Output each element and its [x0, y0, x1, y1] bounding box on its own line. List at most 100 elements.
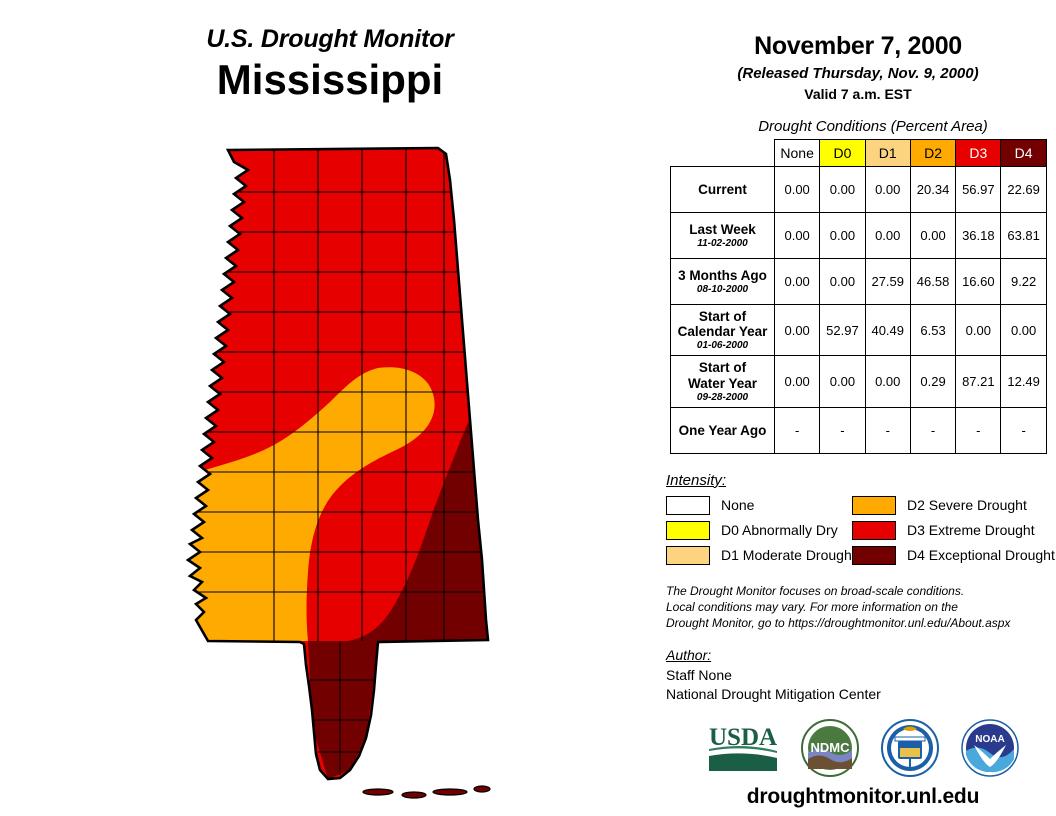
legend-label: D0 Abnormally Dry	[721, 522, 838, 539]
legend-item: D2 Severe Drought	[852, 495, 1052, 515]
cell-d2: -	[909, 406, 957, 454]
cell-d2: 0.29	[909, 355, 957, 408]
cell-d1: 0.00	[864, 355, 911, 408]
right-panel: November 7, 2000 (Released Thursday, Nov…	[660, 0, 1056, 816]
mississippi-map-svg[interactable]	[78, 120, 658, 800]
release-date: (Released Thursday, Nov. 9, 2000)	[737, 65, 979, 82]
svg-text:NDMC: NDMC	[811, 740, 851, 755]
cell-none: 0.00	[773, 258, 821, 305]
disclaimer-text: The Drought Monitor focuses on broad-sca…	[666, 583, 1056, 632]
table-header-d1: D1	[864, 139, 911, 167]
cell-d0: -	[819, 406, 866, 454]
table-row: Start of Calendar Year 01-06-2000 0.00 52.97…	[670, 303, 1047, 357]
table-body: Current 0.00 0.00 0.00 20.34 56.97 22.69 Last W…	[670, 166, 1047, 454]
cell-d3: 87.21	[955, 355, 1002, 408]
legend-item: D4 Exceptional Drought	[852, 545, 1055, 565]
state-outline	[185, 146, 490, 781]
cell-d3: 16.60	[955, 258, 1002, 305]
legend-swatch	[666, 520, 710, 540]
cell-d2: 0.00	[909, 212, 957, 259]
row-label: One Year Ago	[670, 406, 775, 454]
legend-item: D0 Abnormally Dry	[666, 520, 852, 540]
row-label-date: 08-10-2000	[696, 283, 749, 295]
row-label: Start of Calendar Year 01-06-2000	[670, 303, 775, 357]
row-label-date: 09-28-2000	[696, 391, 749, 403]
legend-swatch	[666, 495, 710, 515]
legend-grid: None D2 Severe Drought D0 Abnormally Dry D3…	[666, 495, 1056, 565]
legend-label: None	[721, 497, 755, 514]
cell-none: 0.00	[773, 166, 821, 213]
table-header-d3: D3	[955, 139, 1002, 167]
fill-d2-severe	[188, 367, 435, 641]
usdc-seal	[881, 718, 939, 777]
legend-swatch	[666, 545, 710, 565]
table-header-d4: D4	[1000, 139, 1047, 167]
valid-date: November 7, 2000	[754, 32, 962, 60]
cell-none: 0.00	[773, 303, 821, 357]
cell-d2: 6.53	[909, 303, 957, 357]
cell-none: 0.00	[773, 212, 821, 259]
table-caption: Drought Conditions (Percent Area)	[758, 118, 988, 135]
table-header-row: None D0 D1 D2 D3 D4	[671, 139, 1047, 167]
legend-label: D3 Extreme Drought	[907, 522, 1035, 539]
cell-d0: 0.00	[819, 258, 866, 305]
disclaimer-line-2: Local conditions may vary. For more info…	[666, 600, 958, 614]
legend-item: D3 Extreme Drought	[852, 520, 1052, 540]
cell-d3: -	[955, 406, 1002, 454]
table-corner-cell	[671, 140, 775, 167]
cell-d4: -	[1000, 406, 1047, 454]
table-row: Current 0.00 0.00 0.00 20.34 56.97 22.69	[670, 166, 1047, 213]
legend-swatch	[852, 520, 896, 540]
cell-d2: 20.34	[909, 166, 957, 213]
county-boundaries	[190, 148, 485, 775]
table-row: Last Week 11-02-2000 0.00 0.00 0.00 0.00 36.18…	[670, 212, 1047, 259]
cell-d1: 27.59	[864, 258, 911, 305]
page-title: Mississippi	[216, 55, 444, 103]
cell-d1: 40.49	[864, 303, 911, 357]
table-header-d2: D2	[909, 139, 957, 167]
disclaimer-line-1: The Drought Monitor focuses on broad-sca…	[666, 583, 965, 598]
cell-d3: 0.00	[955, 303, 1002, 357]
legend-swatch	[852, 545, 896, 565]
row-label: 3 Months Ago 08-10-2000	[670, 258, 775, 305]
cell-d0: 0.00	[819, 355, 866, 408]
legend-swatch	[852, 495, 896, 515]
row-label: Start of Water Year 09-28-2000	[670, 355, 775, 408]
cell-d4: 12.49	[1000, 355, 1047, 408]
cell-d1: 0.00	[864, 212, 911, 259]
map-title-block: U.S. Drought Monitor Mississippi	[0, 25, 660, 103]
ndmc-logo: NDMC	[801, 718, 859, 777]
map-drought-fills	[188, 148, 488, 779]
date-block: November 7, 2000 (Released Thursday, Nov…	[660, 0, 1056, 102]
table-header-d0: D0	[819, 139, 866, 167]
legend-item: D1 Moderate Drought	[666, 545, 856, 565]
row-label-date: 11-02-2000	[697, 237, 748, 249]
table-row: One Year Ago - - - - - -	[670, 406, 1047, 454]
legend-item: None	[666, 495, 852, 515]
cell-d4: 9.22	[1000, 258, 1047, 305]
cell-d4: 22.69	[1000, 166, 1047, 213]
cell-d3: 56.97	[955, 166, 1002, 213]
cell-d4: 63.81	[1000, 212, 1047, 259]
svg-text:NOAA: NOAA	[975, 734, 1004, 745]
intensity-title: Intensity:	[666, 471, 727, 489]
legend-label: D4 Exceptional Drought	[907, 547, 1055, 564]
cell-none: -	[773, 406, 821, 454]
fill-d3-southwest	[208, 641, 310, 686]
noaa-logo: NOAA	[961, 719, 1019, 777]
cell-d1: 0.00	[864, 166, 911, 213]
fill-d4-exceptional	[306, 320, 488, 779]
usda-logo: USDA	[709, 724, 777, 771]
cell-d3: 36.18	[955, 212, 1002, 259]
site-url[interactable]: droughtmonitor.unl.edu	[746, 784, 980, 808]
cell-d4: 0.00	[1000, 303, 1047, 357]
drought-map[interactable]	[78, 120, 658, 800]
cell-d2: 46.58	[909, 258, 957, 305]
cell-none: 0.00	[773, 355, 821, 408]
intensity-legend: Intensity: None D2 Severe Drought D0 Abnor…	[666, 472, 1056, 565]
table-row: 3 Months Ago 08-10-2000 0.00 0.00 27.59 46.58…	[670, 258, 1047, 305]
row-label: Current	[670, 166, 775, 213]
row-label-date: 01-06-2000	[696, 340, 749, 352]
table-header-none: None	[773, 139, 821, 167]
valid-time: Valid 7 a.m. EST	[804, 86, 912, 102]
